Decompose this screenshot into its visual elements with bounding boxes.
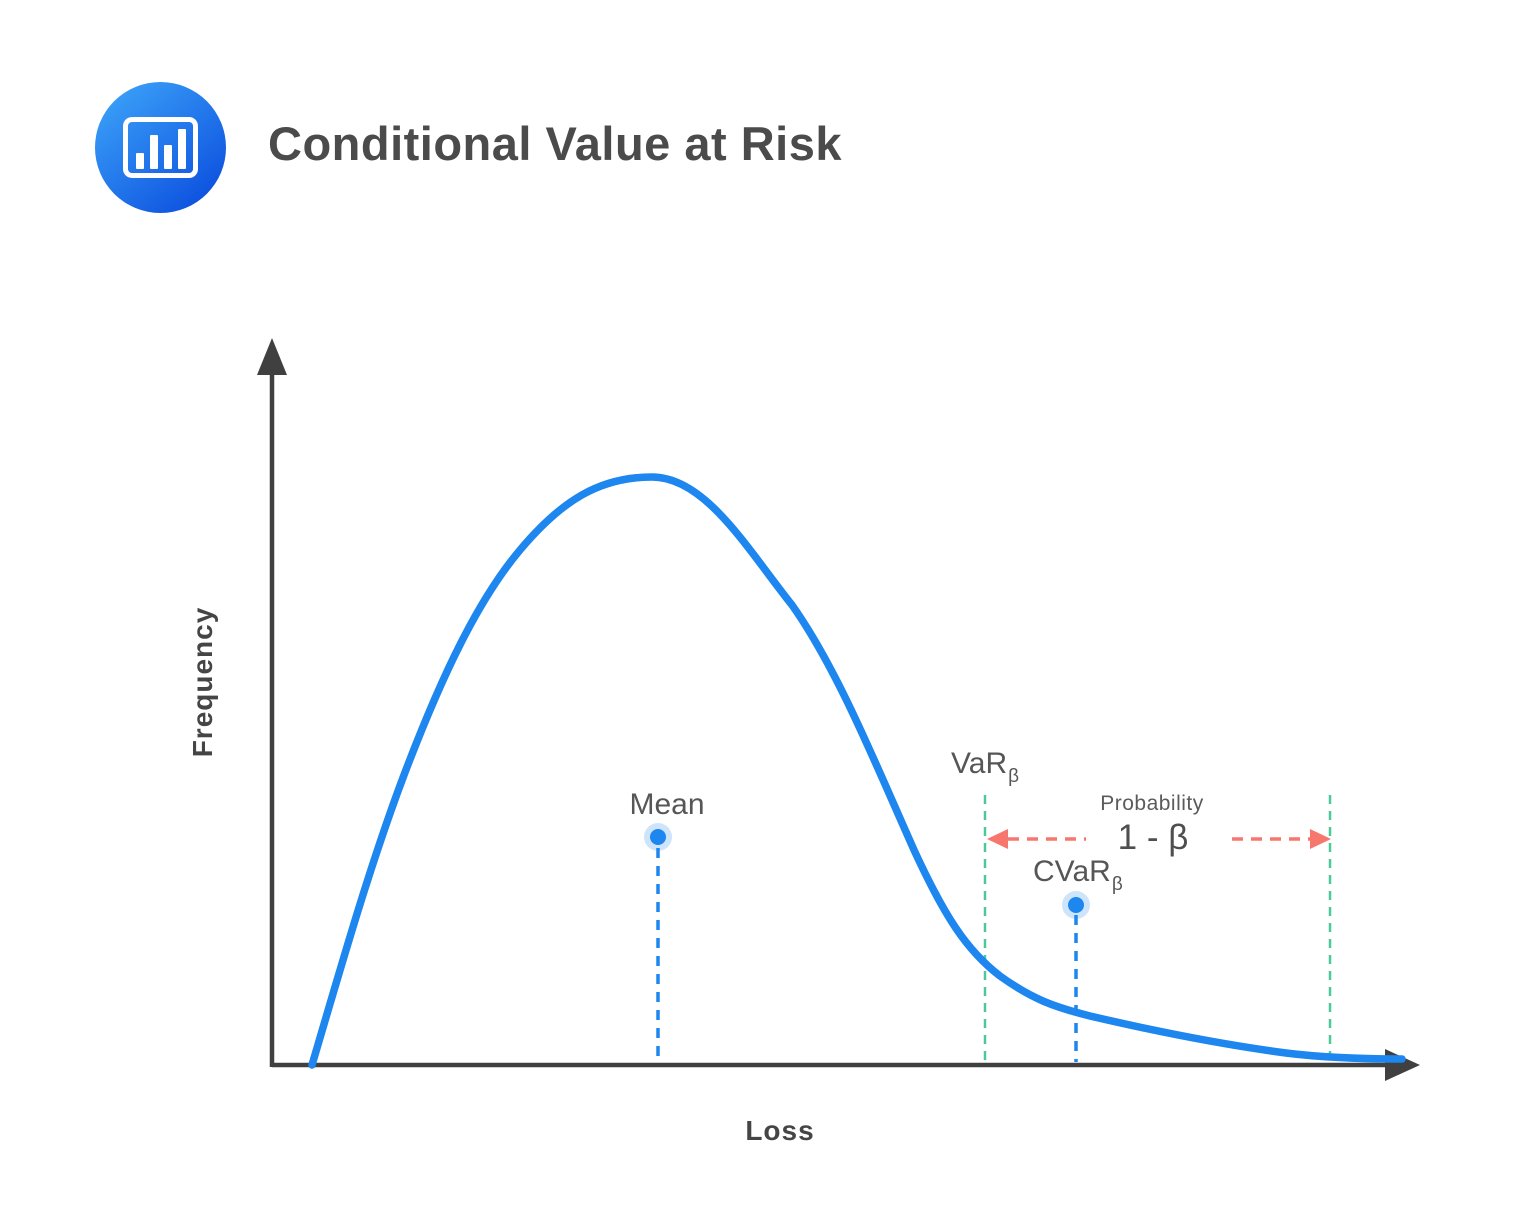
var-label-beta-subscript: β (1008, 766, 1020, 787)
cvar-marker-dot (1068, 897, 1084, 913)
bar-chart-icon-frame (123, 117, 198, 178)
var-label: VaRβ (951, 747, 1019, 787)
one-minus-beta-label: 1 - β (1117, 818, 1189, 857)
probability-arrow-right-head-icon (1310, 829, 1331, 849)
mean-label: Mean (629, 788, 705, 821)
cvar-label-beta-subscript: β (1111, 874, 1123, 895)
probability-label: Probability (1100, 792, 1204, 815)
cvar-label: CVaRβ (1033, 855, 1123, 895)
loss-axis-label: Loss (745, 1115, 815, 1146)
bar-chart-icon-bar (177, 129, 186, 169)
x-axis-arrow-icon (1385, 1049, 1420, 1081)
bar-chart-icon (95, 82, 226, 213)
y-axis-arrow-icon (257, 338, 287, 375)
cvar-label-main: CVaR (1033, 855, 1111, 888)
mean-marker-dot (650, 829, 666, 845)
bar-chart-icon-bar (149, 135, 158, 169)
probability-arrow-left-head-icon (987, 829, 1008, 849)
distribution-curve (308, 473, 1406, 1069)
bar-chart-icon-bar (135, 153, 144, 169)
bar-chart-icon-bar (163, 145, 172, 169)
frequency-axis-label: Frequency (187, 606, 218, 758)
page-title: Conditional Value at Risk (268, 117, 842, 170)
var-label-main: VaR (951, 747, 1008, 780)
